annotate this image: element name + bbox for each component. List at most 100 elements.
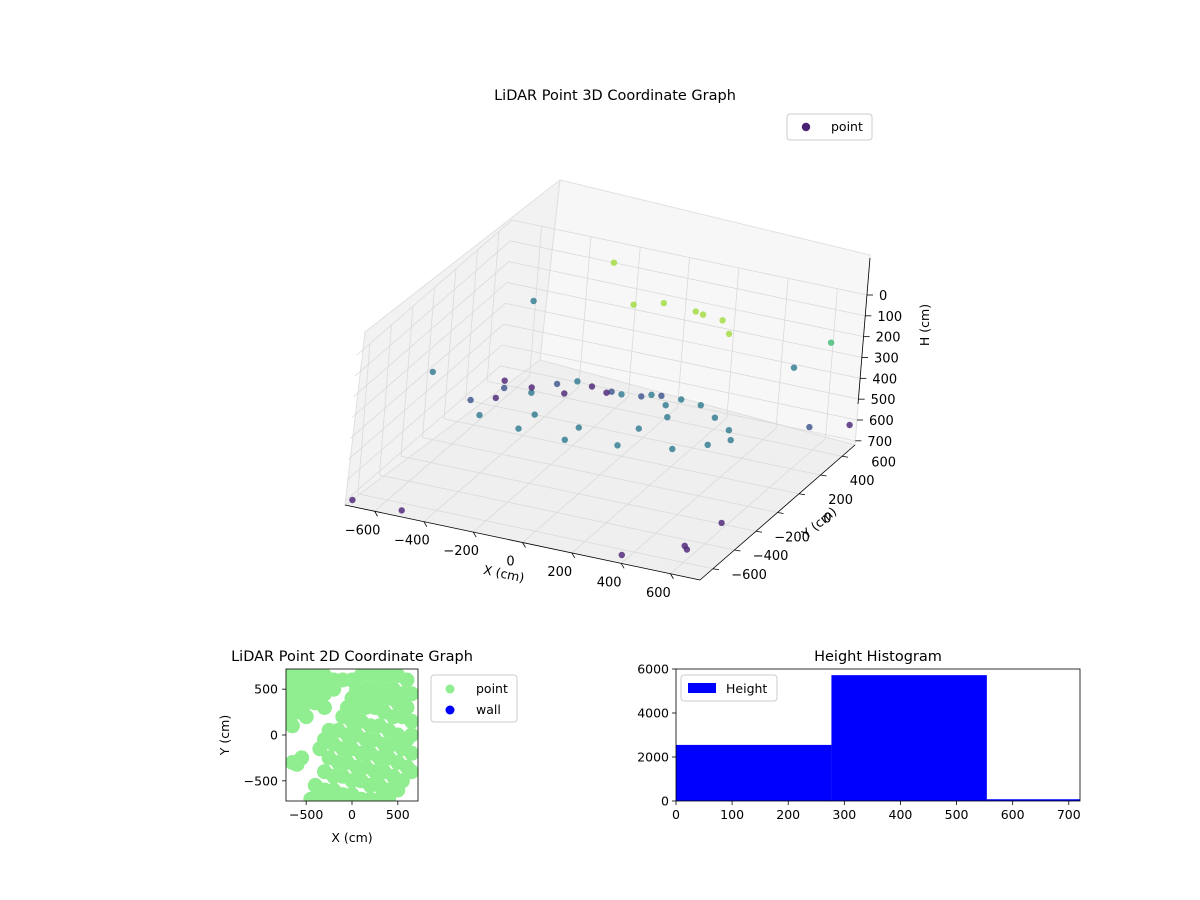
chart-3d-points: [349, 259, 853, 559]
chart-3d-legend-marker: [801, 122, 811, 132]
point-marker: [399, 672, 415, 688]
data-point: [561, 390, 568, 397]
data-point: [349, 496, 356, 504]
point-marker: [404, 713, 418, 729]
z-tick-label: 700: [867, 435, 892, 450]
point-marker: [404, 686, 418, 702]
grid-line: [356, 219, 868, 356]
data-point: [692, 308, 699, 315]
chart-3d-y-ticks: −600 −400 −200 0 200 400 600: [712, 455, 896, 583]
data-point: [603, 389, 610, 396]
x-tick-label: −500: [289, 807, 323, 822]
point-marker: [381, 791, 397, 801]
data-point: [678, 396, 685, 403]
grid-line: [443, 418, 800, 495]
data-point: [638, 393, 645, 400]
chart-2d-title: LiDAR Point 2D Coordinate Graph: [231, 649, 473, 665]
chart-3d-title: LiDAR Point 3D Coordinate Graph: [494, 88, 736, 104]
chart-2d-legend-wall-marker: [445, 705, 455, 715]
x-tick-mark: [374, 511, 378, 517]
grid-line: [346, 344, 858, 481]
data-point: [501, 384, 508, 392]
data-point: [697, 402, 704, 409]
z-tick-label: 600: [869, 414, 894, 429]
y-tick-label: 6000: [637, 662, 669, 677]
data-point: [528, 384, 535, 391]
chart-3d-legend-label: point: [831, 119, 863, 134]
chart-2d-legend-point-label: point: [476, 681, 508, 696]
data-point: [827, 339, 835, 346]
data-point: [575, 424, 582, 431]
y-tick-mark: [777, 512, 784, 514]
data-point: [658, 392, 665, 399]
data-point: [398, 507, 405, 514]
point-marker: [286, 718, 300, 734]
data-point: [725, 330, 733, 338]
x-tick-mark: [670, 573, 674, 579]
grid-line: [670, 438, 826, 575]
y-tick-label: −500: [244, 773, 278, 788]
y-tick-label: 200: [828, 493, 853, 508]
data-point: [618, 391, 625, 398]
x-tick-label: 400: [597, 575, 622, 590]
histogram-bar: [831, 675, 987, 801]
y-tick-label: −200: [774, 530, 810, 545]
x-tick-mark: [472, 531, 477, 538]
point-marker: [404, 727, 418, 743]
chart-3d-z-label: H (cm): [917, 304, 932, 346]
grid-line: [350, 302, 861, 439]
data-point: [492, 394, 499, 402]
y-tick-label: 0: [661, 794, 669, 809]
histogram-ticks: 0 100 200 300 400 500 600 700 0 2000 4000 6000: [637, 662, 1081, 823]
data-point: [669, 445, 676, 453]
y-tick-mark: [712, 568, 719, 571]
data-point: [574, 378, 581, 385]
grid-line: [353, 261, 864, 397]
grid-line: [465, 399, 821, 476]
data-point: [588, 383, 596, 390]
grid-line: [351, 282, 863, 418]
chart-2d-points: [286, 669, 418, 801]
histogram-bars: [676, 675, 1080, 801]
chart-2d-ticks: −500 0 500 500 0 −500: [244, 682, 410, 822]
z-tick-label: 500: [871, 393, 896, 408]
data-point: [846, 421, 853, 429]
chart-3d-legend-box: [786, 113, 873, 141]
x-tick-mark: [571, 552, 576, 559]
y-tick-mark: [842, 455, 849, 458]
grid-line: [422, 437, 778, 513]
data-point: [704, 441, 711, 448]
histogram-title: Height Histogram: [814, 649, 942, 665]
data-point: [515, 425, 522, 432]
point-marker: [289, 756, 305, 772]
data-point: [608, 388, 615, 395]
data-point: [711, 414, 719, 421]
chart-2d-legend-wall-label: wall: [476, 702, 501, 717]
data-point: [530, 297, 537, 305]
data-point: [429, 368, 436, 376]
data-point: [664, 414, 671, 421]
y-tick-label: 400: [850, 474, 875, 489]
z-tick-label: 400: [872, 372, 897, 387]
x-tick-label: 100: [720, 807, 744, 822]
point-marker: [317, 700, 332, 715]
data-point: [635, 425, 642, 432]
grid-line: [348, 323, 859, 460]
data-point: [806, 423, 813, 431]
chart-3d-z-axis-line: [857, 257, 871, 405]
x-tick-label: 200: [547, 565, 572, 580]
data-point: [648, 391, 655, 398]
data-point: [531, 411, 538, 418]
chart-3d-x-ticks: −600 −400 −200 0 200 400 600: [345, 511, 674, 601]
data-point: [727, 436, 734, 444]
grid-line: [620, 428, 777, 564]
y-tick-label: 0: [823, 512, 831, 527]
data-point: [528, 389, 535, 396]
x-tick-label: 500: [945, 807, 969, 822]
chart-2d-legend: point wall: [430, 674, 518, 723]
x-tick-label: 700: [1057, 807, 1081, 822]
x-tick-label: 600: [1001, 807, 1025, 822]
y-tick-label: 0: [270, 728, 278, 743]
y-tick-label: 4000: [637, 706, 669, 721]
